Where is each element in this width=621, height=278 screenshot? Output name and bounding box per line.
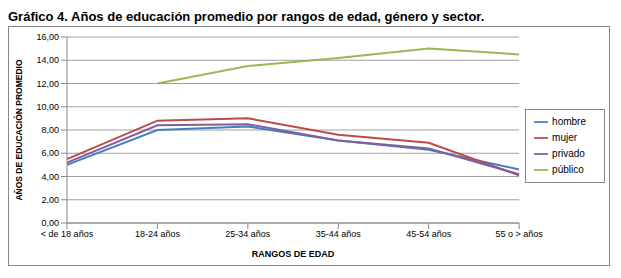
svg-text:10,00: 10,00 [36,102,59,112]
svg-text:6,00: 6,00 [41,148,59,158]
html-text:hombre: hombre [552,116,586,127]
svg-text:35-44 años: 35-44 años [316,229,362,239]
svg-text:18-24 años: 18-24 años [135,229,181,239]
svg-text:RANGOS DE EDAD: RANGOS DE EDAD [252,249,335,259]
html-text:mujer: mujer [552,132,578,143]
svg-text:4,00: 4,00 [41,172,59,182]
html-text:privado: privado [552,148,585,159]
svg-text:16,00: 16,00 [36,32,59,42]
svg-text:55 o > años: 55 o > años [495,229,543,239]
svg-text:0,00: 0,00 [41,218,59,228]
html-text:público: público [552,164,584,175]
html-text:Gráfico 4. Años de educación p: Gráfico 4. Años de educación promedio po… [8,9,485,24]
svg-text:12,00: 12,00 [36,79,59,89]
svg-text:< de 18 años: < de 18 años [41,229,94,239]
svg-text:25-34 años: 25-34 años [225,229,271,239]
svg-text:45-54 años: 45-54 años [406,229,452,239]
svg-text:14,00: 14,00 [36,55,59,65]
svg-text:2,00: 2,00 [41,195,59,205]
svg-text:8,00: 8,00 [41,125,59,135]
svg-text:AÑOS DE EDUCACIÓN PROMEDIO: AÑOS DE EDUCACIÓN PROMEDIO [13,59,24,201]
